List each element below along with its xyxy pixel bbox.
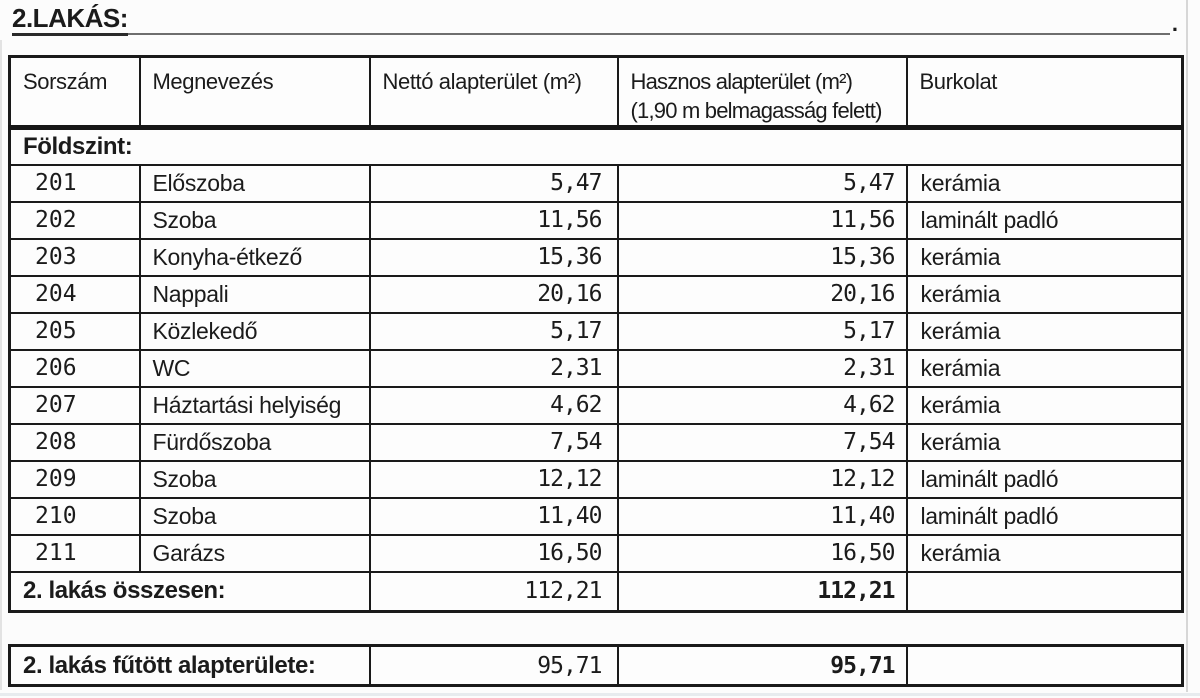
room-burkolat-cell: laminált padló (905, 200, 1184, 240)
room-burkolat-cell: kerámia (905, 237, 1184, 277)
room-name-cell: Konyha-étkező (138, 237, 371, 277)
room-number-cell: 206 (8, 348, 141, 388)
room-name-cell: Szoba (138, 200, 371, 240)
room-netto-cell: 4,62 (368, 385, 619, 425)
scan-edge-right (1186, 0, 1188, 692)
room-row: 207 Háztartási helyiség 4,62 4,62 kerámi… (8, 385, 1184, 425)
room-hasznos-cell: 15,36 (616, 237, 908, 277)
heated-burkolat-cell (905, 644, 1184, 687)
room-row: 201 Előszoba 5,47 5,47 kerámia (8, 163, 1184, 203)
document-title-row: 2.LAKÁS: . (12, 4, 1178, 36)
total-row: 2. lakás összesen: 112,21 112,21 (8, 570, 1184, 613)
header-hasznos-alapterulet: Hasznos alapterület (m²) (1,90 m belmaga… (616, 55, 908, 130)
table-header: Sorszám Megnevezés Nettó alapterület (m²… (8, 55, 1184, 130)
scan-edge-bottom (0, 693, 1200, 696)
room-name-cell: Szoba (138, 496, 371, 536)
section-label: Földszint: (8, 126, 1184, 166)
room-netto-cell: 7,54 (368, 422, 619, 462)
title-end-dot: . (1171, 11, 1178, 36)
heated-netto-value: 95,71 (368, 644, 619, 687)
room-name-cell: Szoba (138, 459, 371, 499)
room-number-cell: 208 (8, 422, 141, 462)
heated-area-table: 2. lakás fűtött alapterülete: 95,71 95,7… (8, 644, 1185, 687)
room-netto-cell: 11,56 (368, 200, 619, 240)
room-burkolat-cell: kerámia (905, 385, 1184, 425)
room-hasznos-cell: 20,16 (616, 274, 908, 314)
scan-edge-left (0, 40, 2, 690)
header-sorszam: Sorszám (8, 55, 141, 130)
room-name-cell: Fürdőszoba (138, 422, 371, 462)
room-row: 206 WC 2,31 2,31 kerámia (8, 348, 1184, 388)
room-netto-cell: 16,50 (368, 533, 619, 573)
room-netto-cell: 2,31 (368, 348, 619, 388)
room-burkolat-cell: kerámia (905, 163, 1184, 203)
total-netto-value: 112,21 (368, 570, 619, 613)
header-hasznos-line2: (1,90 m belmagasság felett) (630, 98, 883, 123)
room-burkolat-cell: laminált padló (905, 459, 1184, 499)
header-megnevezes: Megnevezés (138, 55, 371, 130)
heated-hasznos-value: 95,71 (616, 644, 908, 687)
room-row: 205 Közlekedő 5,17 5,17 kerámia (8, 311, 1184, 351)
room-name-cell: Nappali (138, 274, 371, 314)
room-hasznos-cell: 7,54 (616, 422, 908, 462)
heated-area-row: 2. lakás fűtött alapterülete: 95,71 95,7… (8, 644, 1184, 687)
header-hasznos-line1: Hasznos alapterület (m²) (630, 69, 853, 94)
total-hasznos-value: 112,21 (616, 570, 908, 613)
room-name-cell: Háztartási helyiség (138, 385, 371, 425)
room-number-cell: 210 (8, 496, 141, 536)
room-number-cell: 207 (8, 385, 141, 425)
room-hasznos-cell: 11,56 (616, 200, 908, 240)
header-row: Sorszám Megnevezés Nettó alapterület (m²… (8, 55, 1184, 130)
title-rule-line (127, 5, 1170, 35)
total-burkolat-cell (905, 570, 1184, 613)
section-row-foldszint: Földszint: (8, 126, 1184, 166)
table-footer: 2. lakás összesen: 112,21 112,21 (8, 570, 1184, 613)
room-netto-cell: 5,47 (368, 163, 619, 203)
room-name-cell: Garázs (138, 533, 371, 573)
room-burkolat-cell: kerámia (905, 311, 1184, 351)
room-row: 209 Szoba 12,12 12,12 laminált padló (8, 459, 1184, 499)
room-hasznos-cell: 4,62 (616, 385, 908, 425)
room-hasznos-cell: 5,17 (616, 311, 908, 351)
room-netto-cell: 20,16 (368, 274, 619, 314)
header-burkolat: Burkolat (905, 55, 1184, 130)
room-netto-cell: 12,12 (368, 459, 619, 499)
room-hasznos-cell: 11,40 (616, 496, 908, 536)
room-burkolat-cell: laminált padló (905, 496, 1184, 536)
room-number-cell: 204 (8, 274, 141, 314)
room-area-table: Sorszám Megnevezés Nettó alapterület (m²… (8, 55, 1184, 613)
room-row: 204 Nappali 20,16 20,16 kerámia (8, 274, 1184, 314)
room-netto-cell: 5,17 (368, 311, 619, 351)
room-hasznos-cell: 2,31 (616, 348, 908, 388)
room-name-cell: WC (138, 348, 371, 388)
header-netto-alapterulet: Nettó alapterület (m²) (368, 55, 619, 130)
room-netto-cell: 11,40 (368, 496, 619, 536)
heated-area-label: 2. lakás fűtött alapterülete: (8, 644, 371, 687)
room-number-cell: 201 (8, 163, 141, 203)
room-row: 203 Konyha-étkező 15,36 15,36 kerámia (8, 237, 1184, 277)
page-title: 2.LAKÁS: (12, 4, 128, 36)
room-number-cell: 211 (8, 533, 141, 573)
room-number-cell: 205 (8, 311, 141, 351)
room-name-cell: Előszoba (138, 163, 371, 203)
room-row: 211 Garázs 16,50 16,50 kerámia (8, 533, 1184, 573)
room-burkolat-cell: kerámia (905, 348, 1184, 388)
room-number-cell: 209 (8, 459, 141, 499)
room-row: 210 Szoba 11,40 11,40 laminált padló (8, 496, 1184, 536)
room-burkolat-cell: kerámia (905, 533, 1184, 573)
room-hasznos-cell: 5,47 (616, 163, 908, 203)
room-name-cell: Közlekedő (138, 311, 371, 351)
room-burkolat-cell: kerámia (905, 274, 1184, 314)
table-body: Földszint: 201 Előszoba 5,47 5,47 kerámi… (8, 126, 1184, 573)
room-netto-cell: 15,36 (368, 237, 619, 277)
room-hasznos-cell: 16,50 (616, 533, 908, 573)
room-burkolat-cell: kerámia (905, 422, 1184, 462)
room-number-cell: 203 (8, 237, 141, 277)
room-hasznos-cell: 12,12 (616, 459, 908, 499)
total-label: 2. lakás összesen: (8, 570, 371, 613)
room-row: 202 Szoba 11,56 11,56 laminált padló (8, 200, 1184, 240)
room-row: 208 Fürdőszoba 7,54 7,54 kerámia (8, 422, 1184, 462)
room-number-cell: 202 (8, 200, 141, 240)
